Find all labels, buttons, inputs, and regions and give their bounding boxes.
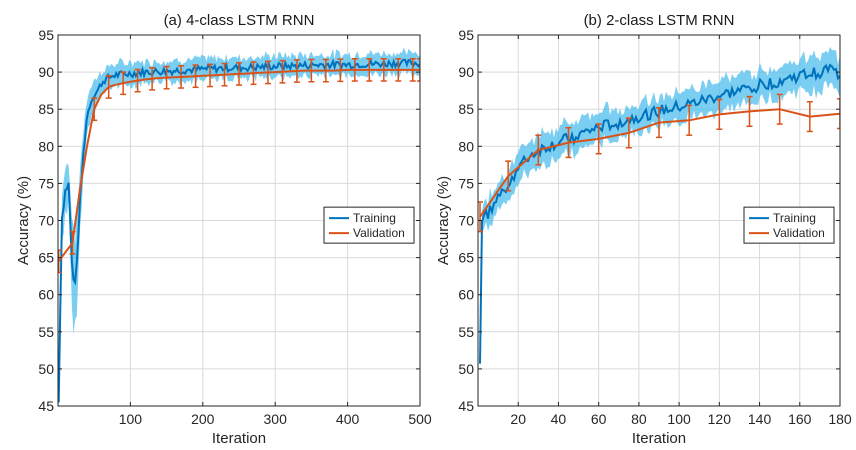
validation-errorbar xyxy=(221,62,228,87)
y-tick-label: 55 xyxy=(458,324,474,340)
validation-errorbar xyxy=(409,57,416,82)
y-tick-label: 65 xyxy=(458,250,474,266)
legend-box xyxy=(743,206,835,244)
validation-errorbar xyxy=(149,66,156,91)
chart-title: (b) 2-class LSTM RNN xyxy=(584,12,735,29)
y-tick-label: 50 xyxy=(38,361,54,377)
x-axis-label: Iteration xyxy=(632,430,686,447)
x-tick-label: 100 xyxy=(667,411,691,427)
chart-panel-b: 20 40 60 80 100 120 140 160 180 45 50 55 60 65 70 75 80 8… xyxy=(435,12,852,447)
validation-errorbar xyxy=(625,117,632,149)
legend-label-training: Training xyxy=(353,211,396,225)
x-tick-label: 400 xyxy=(336,411,360,427)
x-tick-label: 20 xyxy=(510,411,526,427)
validation-errorbar xyxy=(91,97,98,122)
validation-errorbar xyxy=(806,101,813,133)
x-tick-label: 80 xyxy=(631,411,647,427)
validation-errorbar xyxy=(163,65,170,90)
legend-label-validation: Validation xyxy=(773,226,825,240)
y-axis-label: Accuracy (%) xyxy=(15,176,32,265)
validation-errorbar xyxy=(322,58,329,83)
validation-errorbar xyxy=(120,71,127,96)
y-tick-label: 85 xyxy=(38,101,54,117)
x-tick-label: 160 xyxy=(788,411,812,427)
x-tick-label: 140 xyxy=(748,411,772,427)
legend-box xyxy=(323,206,415,244)
x-tick-label: 100 xyxy=(119,411,143,427)
validation-errorbar xyxy=(293,59,300,83)
validation-errorbar xyxy=(69,230,76,255)
y-tick-label: 60 xyxy=(38,287,54,303)
validation-errorbar xyxy=(837,98,840,130)
validation-errorbar xyxy=(776,93,783,125)
x-tick-label: 120 xyxy=(708,411,732,427)
validation-errorbar xyxy=(417,57,420,82)
x-axis-label: Iteration xyxy=(212,430,266,447)
validation-errorbar xyxy=(279,59,286,84)
x-tick-label: 500 xyxy=(408,411,432,427)
y-tick-label: 80 xyxy=(458,138,474,154)
y-axis-label: Accuracy (%) xyxy=(435,176,452,265)
y-tick-label: 70 xyxy=(38,213,54,229)
legend-label-training: Training xyxy=(773,211,816,225)
plot-content xyxy=(478,46,840,375)
validation-errorbar xyxy=(207,63,214,88)
validation-errorbar xyxy=(236,62,242,86)
y-tick-label: 95 xyxy=(458,27,474,43)
validation-errorbar xyxy=(746,95,753,128)
y-tick-label: 80 xyxy=(38,138,54,154)
x-tick-label: 60 xyxy=(591,411,607,427)
y-tick-label: 55 xyxy=(38,324,54,340)
y-tick-label: 50 xyxy=(458,361,474,377)
validation-errorbar xyxy=(395,57,402,82)
validation-errorbar xyxy=(351,57,358,82)
validation-errorbar xyxy=(134,68,141,93)
training-band xyxy=(480,46,840,375)
validation-errorbar xyxy=(535,134,542,166)
x-tick-label: 180 xyxy=(828,411,852,427)
plot-content xyxy=(58,47,420,406)
validation-errorbar xyxy=(308,58,315,83)
validation-errorbar xyxy=(565,127,572,159)
validation-errorbar xyxy=(505,160,512,192)
legend-label-validation: Validation xyxy=(353,226,405,240)
x-tick-label: 300 xyxy=(264,411,288,427)
y-tick-label: 60 xyxy=(458,287,474,303)
validation-errorbar xyxy=(337,58,344,83)
y-tick-label: 70 xyxy=(458,213,474,229)
y-tick-label: 90 xyxy=(38,64,54,80)
validation-errorbar xyxy=(192,64,199,89)
validation-errorbar xyxy=(366,57,373,82)
validation-errorbar xyxy=(264,60,271,85)
chart-panel-a: 100 200 300 400 500 45 50 55 60 65 70 75 80 85 90 95 (a)… xyxy=(15,12,432,447)
training-band xyxy=(58,47,420,406)
y-tick-label: 45 xyxy=(458,398,474,414)
chart-title: (a) 4-class LSTM RNN xyxy=(164,12,315,29)
validation-errorbar xyxy=(380,57,387,82)
x-tick-label: 40 xyxy=(551,411,567,427)
y-tick-label: 90 xyxy=(458,64,474,80)
validation-errorbar xyxy=(595,123,602,155)
validation-errorbar xyxy=(686,104,693,136)
validation-errorbar xyxy=(178,65,185,89)
validation-errorbar xyxy=(105,75,112,99)
y-tick-label: 75 xyxy=(38,175,54,191)
validation-errorbar xyxy=(656,106,662,139)
validation-errorbar xyxy=(716,98,723,130)
y-tick-label: 65 xyxy=(38,250,54,266)
x-tick-label: 200 xyxy=(191,411,215,427)
y-tick-label: 95 xyxy=(38,27,54,43)
y-tick-label: 85 xyxy=(458,101,474,117)
validation-errorbar xyxy=(58,249,62,274)
validation-errorbar xyxy=(250,61,257,86)
y-tick-label: 75 xyxy=(458,175,474,191)
training-line xyxy=(479,63,840,364)
y-tick-label: 45 xyxy=(38,398,54,414)
